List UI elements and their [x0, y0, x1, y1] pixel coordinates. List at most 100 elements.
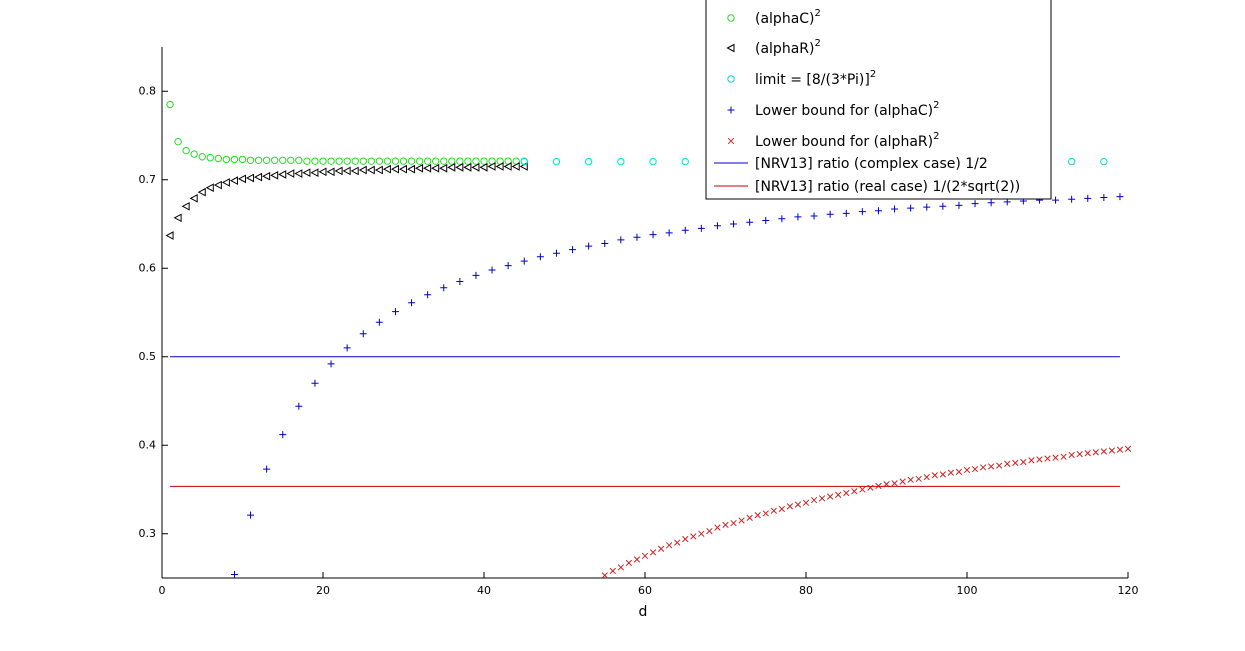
marker-cross: [641, 552, 649, 560]
legend-name: Lower bound for (alphaC): [755, 103, 933, 119]
marker-circle: [327, 157, 335, 165]
marker-plus: [907, 204, 915, 212]
marker-triangle: [495, 162, 504, 171]
marker-circle: [423, 157, 432, 165]
marker-circle: [399, 157, 408, 165]
marker-plus: [391, 308, 399, 316]
marker-circle: [351, 157, 359, 165]
marker-triangle: [447, 163, 456, 172]
marker-triangle: [350, 166, 359, 176]
marker-circle: [440, 157, 448, 165]
marker-cross: [851, 488, 858, 495]
marker-circle: [407, 157, 416, 165]
marker-cross: [794, 501, 802, 508]
marker-circle: [448, 157, 456, 165]
y-tick-label: 0.8: [139, 84, 157, 97]
marker-circle: [335, 157, 343, 165]
marker-plus: [633, 233, 641, 241]
marker-cross: [859, 486, 866, 493]
marker-circle: [198, 153, 206, 161]
marker-circle: [311, 157, 319, 165]
x-axis-label: d: [639, 604, 648, 620]
marker-cross: [835, 491, 842, 498]
marker-circle: [1100, 157, 1108, 166]
marker-plus: [891, 205, 899, 213]
marker-cross: [706, 527, 713, 535]
marker-circle: [584, 157, 593, 166]
marker-circle: [472, 157, 480, 165]
marker-plus: [343, 344, 351, 352]
marker-plus: [842, 209, 850, 217]
marker-triangle: [197, 187, 206, 197]
marker-cross: [979, 464, 987, 471]
legend-name: Lower bound for (alphaR): [755, 134, 933, 150]
marker-plus: [826, 210, 834, 218]
legend-label: [NRV13] ratio (real case) 1/(2*sqrt(2)): [755, 179, 1020, 195]
marker-triangle: [431, 163, 440, 173]
marker-cross: [826, 493, 834, 500]
marker-triangle: [221, 178, 230, 187]
x-tick-label: 100: [957, 584, 978, 597]
marker-plus: [295, 402, 303, 410]
legend-box: [705, 0, 1052, 200]
marker-triangle: [205, 183, 214, 193]
marker-cross: [1084, 450, 1091, 457]
x-tick-label: 20: [316, 584, 330, 597]
x-tick-label: 80: [799, 584, 813, 597]
legend-sup: 2: [933, 131, 939, 142]
marker-triangle: [503, 162, 512, 171]
marker-circle: [727, 14, 735, 22]
marker-circle: [552, 157, 561, 166]
marker-plus: [327, 360, 335, 368]
marker-triangle: [487, 162, 496, 171]
marker-triangle: [334, 166, 343, 176]
y-tick-label: 0.6: [139, 261, 157, 274]
marker-plus: [504, 262, 512, 270]
marker-triangle: [189, 193, 198, 203]
marker-triangle: [382, 164, 391, 174]
marker-cross: [786, 503, 794, 510]
marker-triangle: [270, 170, 279, 180]
marker-cross: [778, 505, 786, 513]
marker-plus: [569, 246, 577, 254]
marker-circle: [271, 156, 279, 164]
marker-cross: [996, 462, 1003, 469]
marker-circle: [456, 157, 464, 165]
marker-triangle: [390, 164, 399, 174]
marker-triangle: [471, 163, 480, 172]
marker-plus: [279, 431, 287, 439]
legend-name: (alphaC): [755, 11, 815, 27]
marker-triangle: [237, 174, 246, 184]
x-tick-label: 60: [638, 584, 652, 597]
marker-plus: [987, 199, 995, 207]
marker-cross: [939, 471, 947, 478]
marker-circle: [279, 156, 287, 164]
marker-cross: [738, 517, 745, 524]
marker-plus: [230, 570, 238, 578]
marker-plus: [1084, 194, 1092, 202]
legend-label: Lower bound for (alphaC)2: [755, 100, 940, 119]
marker-cross: [754, 512, 761, 519]
legend-label: limit = [8/(3*Pi)]2: [755, 69, 876, 88]
marker-plus: [1003, 198, 1011, 206]
marker-cross: [899, 478, 906, 485]
marker-cross: [617, 564, 625, 571]
marker-plus: [762, 216, 770, 224]
marker-circle: [246, 156, 255, 164]
marker-plus: [778, 215, 786, 223]
marker-cross: [843, 489, 850, 497]
marker-cross: [698, 530, 705, 537]
marker-triangle: [245, 173, 255, 183]
marker-triangle: [173, 213, 182, 223]
marker-plus: [424, 291, 432, 299]
marker-plus: [665, 229, 673, 237]
marker-circle: [415, 157, 424, 165]
marker-plus: [456, 278, 464, 286]
marker-triangle: [455, 163, 464, 172]
marker-plus: [681, 226, 689, 234]
marker-plus: [247, 511, 255, 519]
marker-plus: [649, 231, 657, 239]
marker-cross: [1108, 447, 1116, 454]
marker-cross: [1004, 460, 1011, 467]
